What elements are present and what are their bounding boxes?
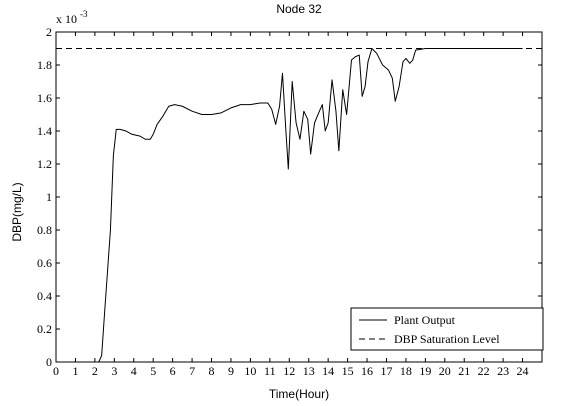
legend: Plant Output DBP Saturation Level: [350, 307, 544, 351]
legend-box: [350, 307, 544, 351]
y-axis-multiplier-base: x 10: [56, 12, 77, 26]
y-tick-label: 0.8: [37, 223, 52, 237]
x-tick-label: 19: [419, 364, 431, 378]
legend-label-plant-output: Plant Output: [394, 313, 456, 327]
x-axis-label: Time(Hour): [269, 387, 329, 401]
y-tick-label: 1.6: [37, 91, 52, 105]
y-tick-label: 0.2: [37, 322, 52, 336]
x-tick-label: 10: [244, 364, 256, 378]
x-tick-label: 23: [497, 364, 509, 378]
x-tick-label: 21: [458, 364, 470, 378]
x-tick-label: 13: [303, 364, 315, 378]
legend-label-dbp-saturation-level: DBP Saturation Level: [394, 332, 500, 346]
x-tick-label: 1: [72, 364, 78, 378]
x-tick-label: 15: [342, 364, 354, 378]
y-tick-label: 1.2: [37, 157, 52, 171]
y-tick-label: 2: [46, 25, 52, 39]
y-tick-label: 0.4: [37, 289, 52, 303]
x-tick-label: 16: [361, 364, 373, 378]
x-tick-label: 6: [170, 364, 176, 378]
x-tick-label: 22: [478, 364, 490, 378]
y-axis-multiplier: x 10 -3: [56, 9, 88, 26]
x-tick-label: 5: [150, 364, 156, 378]
series-layer: [56, 48, 542, 363]
x-tick-label: 14: [322, 364, 334, 378]
y-tick-label: 1.4: [37, 124, 52, 138]
x-tick-label: 18: [400, 364, 412, 378]
series-line-0: [56, 48, 523, 363]
x-tick-label: 17: [380, 364, 392, 378]
chart-title: Node 32: [276, 2, 322, 16]
x-tick-label: 12: [283, 364, 295, 378]
x-tick-label: 0: [53, 364, 59, 378]
x-tick-label: 3: [111, 364, 117, 378]
x-tick-label: 9: [228, 364, 234, 378]
x-tick-label: 11: [264, 364, 276, 378]
y-axis-ticks: 0 0.2 0.4 0.6 0.8 1 1.2 1.4 1.6 1.8 2: [37, 25, 542, 369]
y-tick-label: 0.6: [37, 256, 52, 270]
x-tick-label: 8: [209, 364, 215, 378]
x-tick-label: 4: [131, 364, 137, 378]
x-tick-label: 24: [517, 364, 529, 378]
x-tick-label: 2: [92, 364, 98, 378]
y-tick-label: 1: [46, 190, 52, 204]
y-tick-label: 0: [46, 355, 52, 369]
x-tick-label: 7: [189, 364, 195, 378]
y-tick-label: 1.8: [37, 58, 52, 72]
x-axis-ticks: 0 1 2 3 4 5 6 7 8 9 10 11 12 13 14 15 16 17 18 19 20 21 22 23 24: [53, 32, 529, 378]
y-axis-multiplier-exponent: -3: [80, 9, 88, 19]
y-axis-label: DBP(mg/L): [10, 182, 24, 241]
x-tick-label: 20: [439, 364, 451, 378]
